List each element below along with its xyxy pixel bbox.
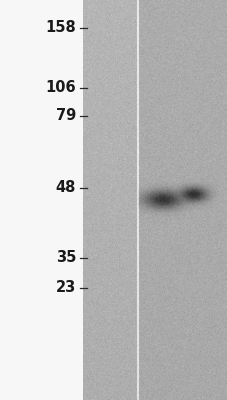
Text: 48: 48 [55, 180, 76, 196]
Text: 35: 35 [55, 250, 76, 266]
Text: 79: 79 [56, 108, 76, 124]
Text: 106: 106 [45, 80, 76, 96]
Text: 23: 23 [56, 280, 76, 296]
Text: 158: 158 [45, 20, 76, 36]
